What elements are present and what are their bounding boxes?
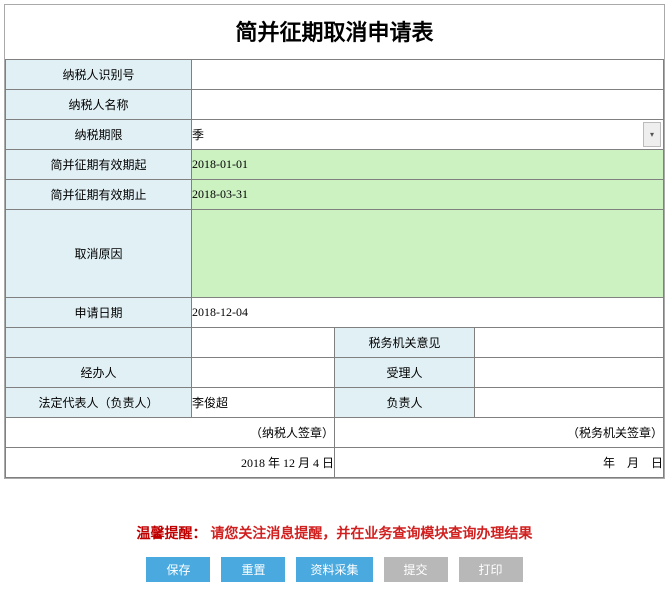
reminder-text: 温馨提醒： 请您关注消息提醒，并在业务查询模块查询办理结果 <box>0 523 669 543</box>
button-row: 保存 重置 资料采集 提交 打印 <box>0 557 669 592</box>
period-select[interactable]: 季 ▾ <box>192 120 664 150</box>
chevron-down-icon: ▾ <box>643 122 661 147</box>
legal-rep-value: 李俊超 <box>192 388 335 418</box>
tax-id-value <box>192 60 664 90</box>
valid-to-label: 简并征期有效期止 <box>6 180 192 210</box>
period-label: 纳税期限 <box>6 120 192 150</box>
application-form-table: 纳税人识别号 纳税人名称 纳税期限 季 ▾ 简并征期有效期起 2018-01-0… <box>5 59 664 478</box>
form-container: 简并征期取消申请表 纳税人识别号 纳税人名称 纳税期限 季 ▾ 简并征期有效期起… <box>4 4 665 479</box>
blank-value-cell <box>192 328 335 358</box>
acceptor-value <box>475 358 664 388</box>
apply-date-value[interactable]: 2018-12-04 <box>192 298 664 328</box>
tax-authority-seal-label: （税务机关签章） <box>335 418 664 448</box>
collect-button[interactable]: 资料采集 <box>296 557 372 582</box>
tax-id-label: 纳税人识别号 <box>6 60 192 90</box>
tax-name-value <box>192 90 664 120</box>
blank-label-cell <box>6 328 192 358</box>
cancel-reason-label: 取消原因 <box>6 210 192 298</box>
period-selected-value: 季 <box>192 128 204 142</box>
tax-opinion-label: 税务机关意见 <box>335 328 475 358</box>
acceptor-label: 受理人 <box>335 358 475 388</box>
tax-opinion-value <box>475 328 664 358</box>
reset-button[interactable]: 重置 <box>221 557 285 582</box>
valid-from-value[interactable]: 2018-01-01 <box>192 150 664 180</box>
right-date: 年 月 日 <box>335 448 664 478</box>
person-in-charge-value <box>475 388 664 418</box>
reminder-label: 温馨提醒： <box>137 525 207 541</box>
save-button[interactable]: 保存 <box>146 557 210 582</box>
handler-value <box>192 358 335 388</box>
left-date: 2018 年 12 月 4 日 <box>6 448 335 478</box>
person-in-charge-label: 负责人 <box>335 388 475 418</box>
legal-rep-label: 法定代表人（负责人） <box>6 388 192 418</box>
print-button[interactable]: 打印 <box>459 557 523 582</box>
handler-label: 经办人 <box>6 358 192 388</box>
taxpayer-seal-label: （纳税人签章） <box>6 418 335 448</box>
submit-button[interactable]: 提交 <box>384 557 448 582</box>
valid-from-label: 简并征期有效期起 <box>6 150 192 180</box>
valid-to-value[interactable]: 2018-03-31 <box>192 180 664 210</box>
reminder-message: 请您关注消息提醒，并在业务查询模块查询办理结果 <box>210 525 532 541</box>
page-title: 简并征期取消申请表 <box>5 5 664 59</box>
cancel-reason-input[interactable] <box>192 210 664 298</box>
tax-name-label: 纳税人名称 <box>6 90 192 120</box>
apply-date-label: 申请日期 <box>6 298 192 328</box>
